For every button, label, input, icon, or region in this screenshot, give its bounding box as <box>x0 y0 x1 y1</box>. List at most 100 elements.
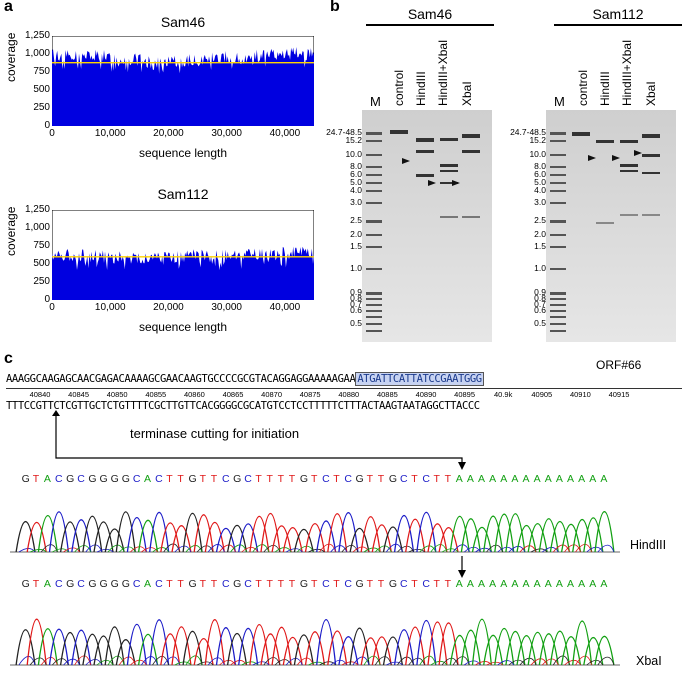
trace-noise <box>230 660 247 666</box>
ladder-size-label: 10.0 <box>529 149 546 159</box>
trace-peak <box>193 514 214 553</box>
top-strand-sequence: AAAGGCAAGAGCAACGAGACAAAAGCGAACAAGTGCCCCG… <box>6 372 484 386</box>
base-call: T <box>166 473 173 485</box>
y-tick-label: 0 <box>44 294 50 305</box>
base-call: C <box>244 578 252 590</box>
gel-sam46-sample-bands <box>390 130 480 218</box>
base-call: C <box>77 473 85 485</box>
base-call: C <box>221 578 230 590</box>
trace-peak <box>316 618 337 666</box>
ladder-size-label: 0.9 <box>534 287 546 297</box>
chart-sam112-title: Sam112 <box>157 186 209 202</box>
base-call: A <box>477 473 485 485</box>
base-call: G <box>121 578 130 590</box>
gel-sam46-lane-hindiii-xbai: HindIII+XbaI <box>436 39 450 106</box>
trace-noise <box>96 548 114 553</box>
trace-noise <box>441 548 459 553</box>
base-call: C <box>54 578 63 590</box>
trace-noise <box>475 547 492 553</box>
position-ruler: 40840 40845 40850 40855 40860 40865 40870 40875… <box>0 390 685 400</box>
position-tick-label: 40890 <box>415 390 437 399</box>
trace-noise <box>530 548 548 553</box>
ladder-size-label: 0.8 <box>534 293 546 303</box>
position-tick-label: 40870 <box>261 390 283 399</box>
position-tick-label: 40855 <box>145 390 167 399</box>
trace-peak <box>527 631 548 666</box>
base-call: A <box>144 578 152 590</box>
base-call: G <box>388 473 398 485</box>
base-call: A <box>477 578 485 590</box>
position-tick-label: 40865 <box>222 390 244 399</box>
top-strand-plain: AAAGGCAAGAGCAACGAGACAAAAGCGAACAAGTGCCCCG… <box>6 373 356 385</box>
base-call: G <box>299 473 309 485</box>
position-tick-label: 40910 <box>569 390 591 399</box>
x-tick-label: 40,000 <box>269 128 301 139</box>
trace-peak <box>137 519 159 553</box>
trace-noise <box>241 661 259 666</box>
position-tick-label: 40860 <box>183 390 205 399</box>
x-tick-label: 20,000 <box>153 128 184 139</box>
sequence-ruler-line <box>6 388 682 389</box>
trace-peak <box>59 521 81 553</box>
base-call: G <box>88 578 97 590</box>
y-tick-label: 500 <box>33 258 50 269</box>
base-call: C <box>422 578 430 590</box>
trace-peak <box>71 519 92 553</box>
base-call: A <box>522 578 530 590</box>
position-tick-label: 40875 <box>299 390 321 399</box>
trace-peak <box>15 629 36 666</box>
trace-peak <box>327 513 348 553</box>
ladder-size-label: 0.9 <box>350 287 362 297</box>
ladder-size-label: 4.0 <box>350 185 362 195</box>
base-call: A <box>544 473 552 485</box>
gel-sam46-marker-label: M <box>370 94 381 109</box>
base-call: G <box>188 578 197 590</box>
trace-peak <box>505 630 526 666</box>
orf-label: ORF#66 <box>596 358 642 372</box>
trace-peak <box>48 628 70 666</box>
gel-sam46-lane-xbai: XbaI <box>460 81 474 106</box>
base-call: T <box>255 473 262 485</box>
base-call: C <box>132 578 141 590</box>
trace-peak <box>549 520 571 553</box>
position-tick-label: 40845 <box>68 390 90 399</box>
trace-peak <box>271 525 292 553</box>
gel-sam46-arrowheads <box>402 158 460 186</box>
y-tick-label: 500 <box>33 84 50 95</box>
base-call: C <box>344 473 352 485</box>
trace-peak <box>115 511 136 553</box>
trace-peak <box>193 638 214 666</box>
trace-peak <box>316 520 337 553</box>
x-tick-label: 30,000 <box>211 302 242 313</box>
bottom-strand-sequence: TTTCCGTTCTCGTTGCTCTGTTTTCGCTTGTTCACGGGGC… <box>6 400 480 412</box>
trace-peak <box>171 525 192 553</box>
panel-b-letter: b <box>330 0 340 15</box>
base-call: G <box>88 473 97 485</box>
chromatogram-hindiii-trace <box>10 511 620 553</box>
base-call: T <box>210 578 218 590</box>
base-call: T <box>177 578 184 590</box>
base-call: T <box>333 578 340 590</box>
trace-peak <box>416 512 437 553</box>
trace-peak <box>126 624 147 666</box>
base-call: G <box>21 578 30 590</box>
chart-sam46-plot <box>52 36 314 126</box>
ladder-size-label: 2.5 <box>350 215 362 225</box>
trace-peak <box>494 513 515 553</box>
position-tick-label: 40915 <box>608 390 630 399</box>
trace-noise <box>252 661 270 666</box>
trace-noise <box>586 546 604 553</box>
y-tick-label: 250 <box>33 276 50 287</box>
trace-peak <box>360 637 381 666</box>
gel-sam112-lane-hindiii: HindIII <box>598 71 612 106</box>
trace-peak <box>505 513 526 553</box>
trace-peak <box>483 634 504 666</box>
gel-sam112-sample-bands <box>572 132 660 224</box>
trace-peak <box>460 629 481 666</box>
trace-peak <box>282 636 303 666</box>
chart-sam46-title: Sam46 <box>160 14 206 30</box>
trace-peak <box>516 525 537 553</box>
trace-peak <box>37 515 58 553</box>
